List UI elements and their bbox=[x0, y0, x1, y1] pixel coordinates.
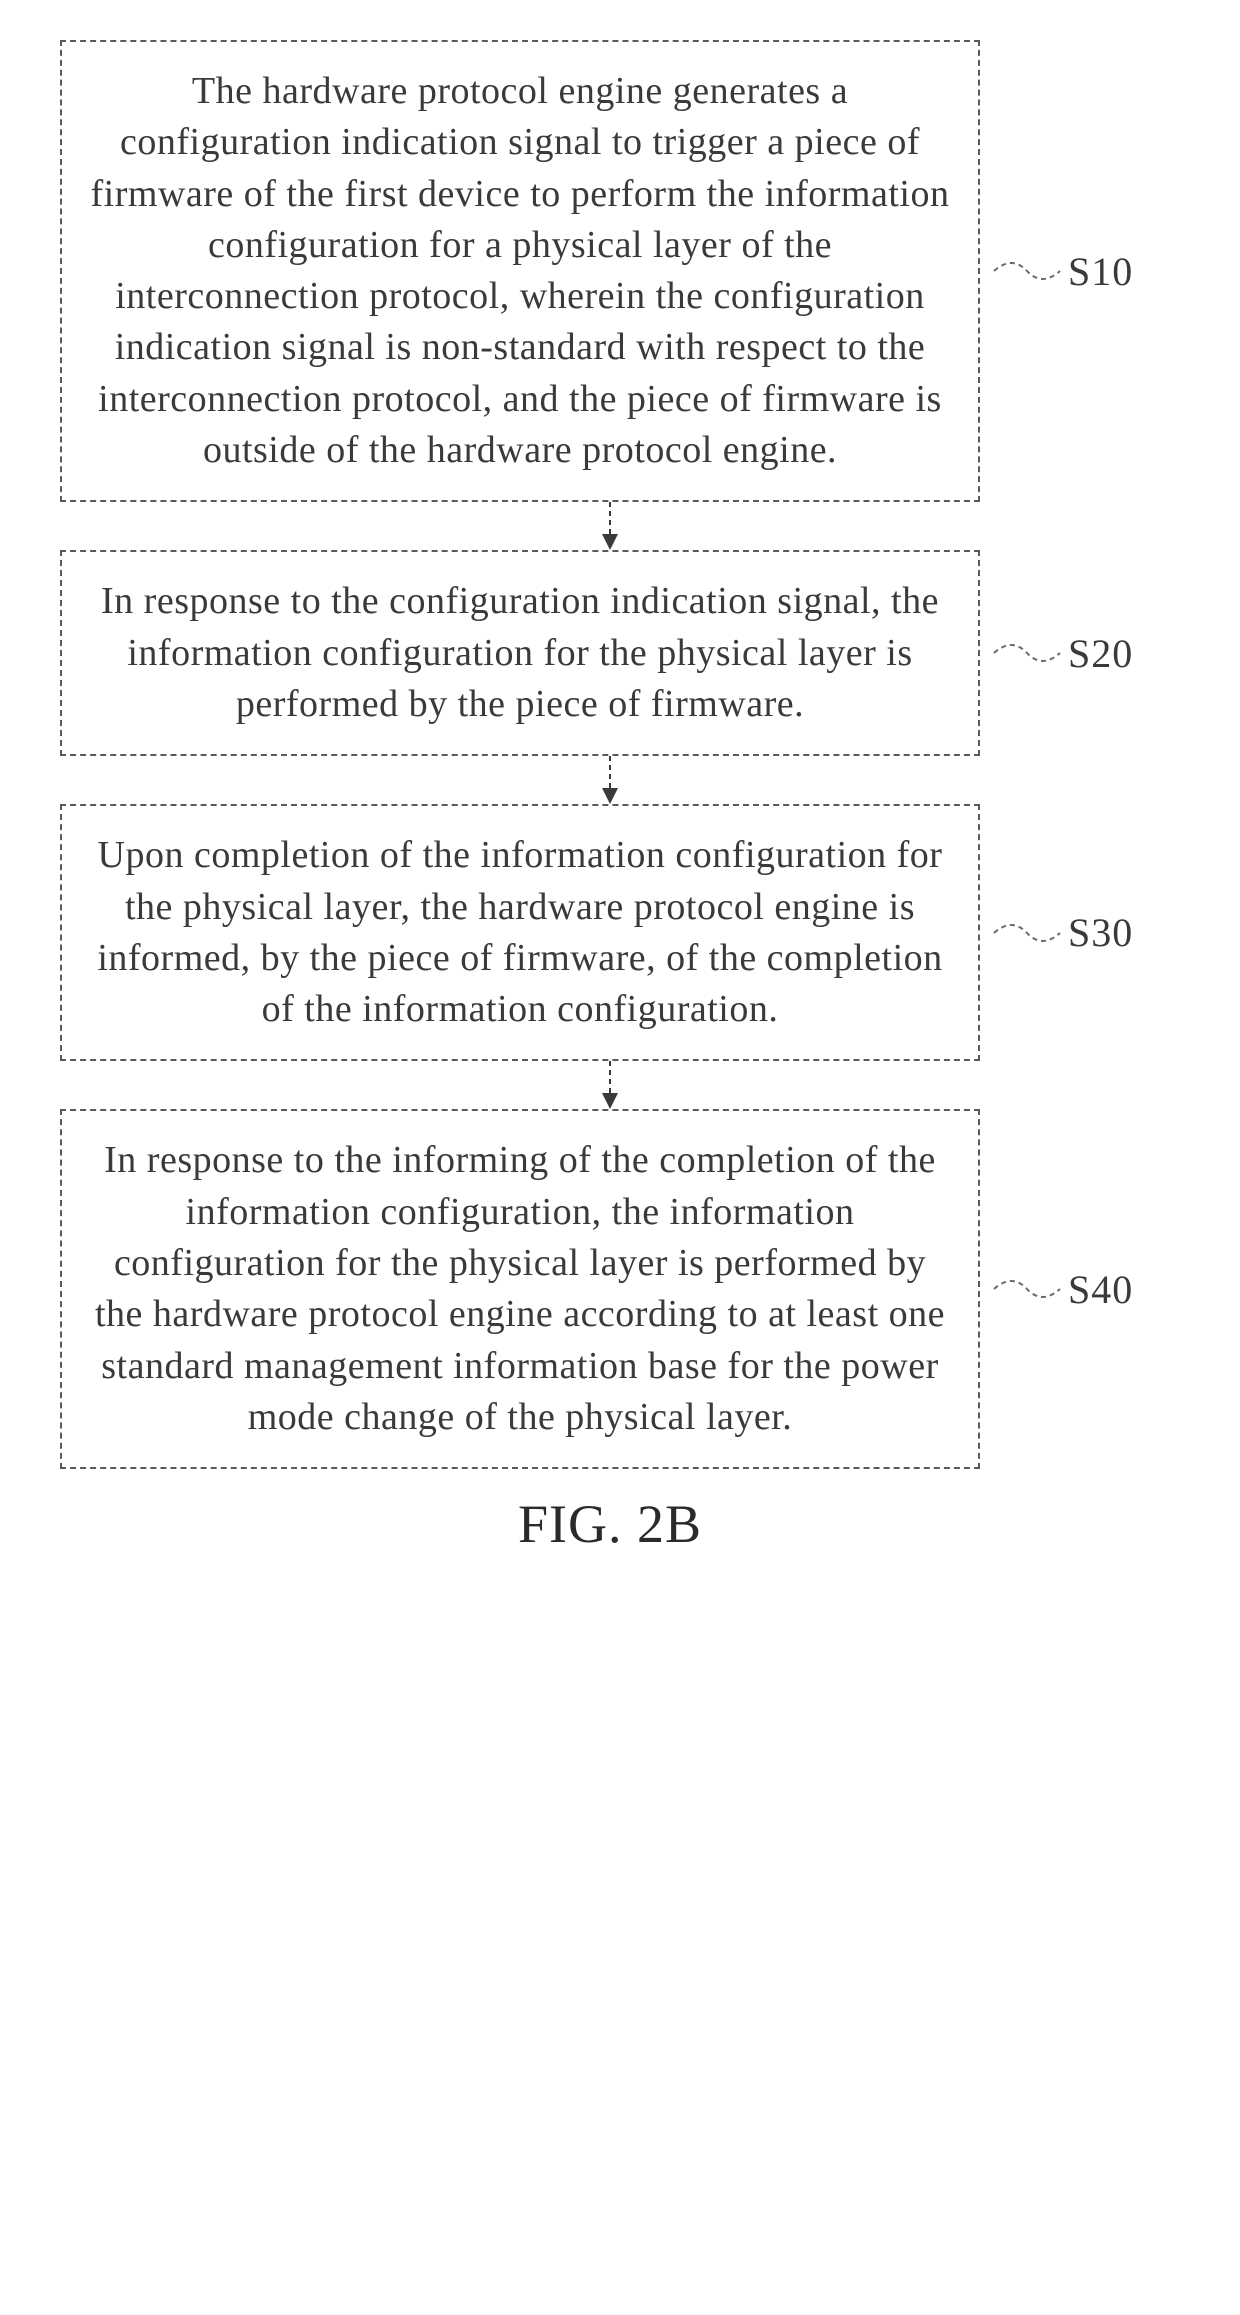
label-wrap-s30: S30 bbox=[992, 909, 1133, 956]
connector-curve bbox=[992, 253, 1062, 289]
step-box-s30: Upon completion of the information confi… bbox=[60, 804, 980, 1061]
connector-curve bbox=[992, 635, 1062, 671]
step-box-s40: In response to the informing of the comp… bbox=[60, 1109, 980, 1469]
flowchart-container: The hardware protocol engine generates a… bbox=[60, 40, 1160, 1555]
step-label-s30: S30 bbox=[1068, 909, 1133, 956]
label-wrap-s20: S20 bbox=[992, 630, 1133, 677]
step-row-s30: Upon completion of the information confi… bbox=[60, 804, 1160, 1061]
arrow-s20-s30 bbox=[150, 756, 1070, 804]
figure-label: FIG. 2B bbox=[150, 1493, 1070, 1555]
step-box-s20: In response to the configuration indicat… bbox=[60, 550, 980, 756]
arrow-s10-s20 bbox=[150, 502, 1070, 550]
label-wrap-s40: S40 bbox=[992, 1266, 1133, 1313]
arrow-s30-s40 bbox=[150, 1061, 1070, 1109]
connector-curve bbox=[992, 1271, 1062, 1307]
label-wrap-s10: S10 bbox=[992, 248, 1133, 295]
step-row-s40: In response to the informing of the comp… bbox=[60, 1109, 1160, 1469]
step-row-s10: The hardware protocol engine generates a… bbox=[60, 40, 1160, 502]
step-label-s20: S20 bbox=[1068, 630, 1133, 677]
step-label-s40: S40 bbox=[1068, 1266, 1133, 1313]
step-row-s20: In response to the configuration indicat… bbox=[60, 550, 1160, 756]
step-label-s10: S10 bbox=[1068, 248, 1133, 295]
connector-curve bbox=[992, 915, 1062, 951]
step-box-s10: The hardware protocol engine generates a… bbox=[60, 40, 980, 502]
